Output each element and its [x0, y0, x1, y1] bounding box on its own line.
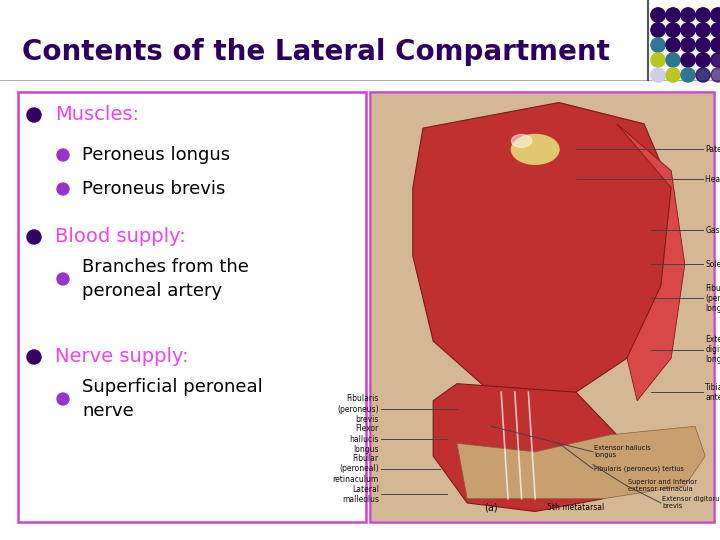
Circle shape	[681, 68, 695, 82]
Circle shape	[696, 38, 710, 52]
Text: Fibularis
(peroneus)
longus: Fibularis (peroneus) longus	[705, 284, 720, 313]
Circle shape	[666, 53, 680, 67]
Text: (a): (a)	[484, 502, 498, 512]
Circle shape	[681, 23, 695, 37]
Circle shape	[651, 23, 665, 37]
Circle shape	[27, 108, 41, 122]
Polygon shape	[413, 103, 671, 392]
Text: Superior and inferior
extensor retinacula: Superior and inferior extensor retinacul…	[628, 480, 697, 492]
Text: Blood supply:: Blood supply:	[55, 227, 186, 246]
Circle shape	[651, 8, 665, 22]
Text: Head of fibula: Head of fibula	[705, 175, 720, 184]
Text: Peroneus brevis: Peroneus brevis	[82, 180, 225, 198]
Circle shape	[696, 23, 710, 37]
Circle shape	[696, 23, 710, 37]
Circle shape	[57, 183, 69, 195]
Circle shape	[666, 38, 680, 52]
Text: Muscles:: Muscles:	[55, 105, 139, 125]
Circle shape	[666, 8, 680, 22]
Circle shape	[651, 38, 665, 52]
Text: Contents of the Lateral Compartment: Contents of the Lateral Compartment	[22, 38, 610, 66]
Circle shape	[681, 38, 695, 52]
Text: Extensor hallucis
longus: Extensor hallucis longus	[594, 446, 651, 458]
Circle shape	[666, 38, 680, 52]
Circle shape	[651, 53, 665, 67]
Text: Extensor
digitorum
longus: Extensor digitorum longus	[705, 335, 720, 365]
Circle shape	[651, 53, 665, 67]
Circle shape	[681, 23, 695, 37]
Circle shape	[711, 23, 720, 37]
Circle shape	[651, 23, 665, 37]
FancyBboxPatch shape	[370, 92, 714, 522]
Ellipse shape	[511, 134, 559, 164]
Circle shape	[681, 8, 695, 22]
Circle shape	[696, 8, 710, 22]
Circle shape	[666, 23, 680, 37]
Circle shape	[711, 68, 720, 82]
Circle shape	[696, 38, 710, 52]
Circle shape	[696, 53, 710, 67]
Text: Tibialis
anterior: Tibialis anterior	[705, 382, 720, 402]
Circle shape	[696, 68, 710, 82]
Circle shape	[711, 38, 720, 52]
Circle shape	[681, 53, 695, 67]
Text: Lateral
malleolus: Lateral malleolus	[342, 485, 379, 504]
Text: Soleus: Soleus	[705, 260, 720, 269]
Circle shape	[666, 23, 680, 37]
Circle shape	[681, 68, 695, 82]
Circle shape	[696, 8, 710, 22]
Circle shape	[681, 8, 695, 22]
Circle shape	[666, 53, 680, 67]
Circle shape	[666, 68, 680, 82]
Polygon shape	[457, 426, 705, 499]
Circle shape	[681, 38, 695, 52]
Circle shape	[711, 68, 720, 82]
Circle shape	[651, 68, 665, 82]
Circle shape	[27, 230, 41, 244]
Text: Gastrocnemius: Gastrocnemius	[705, 226, 720, 235]
Circle shape	[651, 8, 665, 22]
Circle shape	[711, 8, 720, 22]
Text: Superficial peroneal
nerve: Superficial peroneal nerve	[82, 377, 263, 421]
Circle shape	[57, 393, 69, 405]
Circle shape	[696, 53, 710, 67]
Text: Flexor
hallucis
longus: Flexor hallucis longus	[349, 424, 379, 454]
Circle shape	[651, 38, 665, 52]
Circle shape	[711, 53, 720, 67]
Text: Fibularis
(peroneus)
brevis: Fibularis (peroneus) brevis	[337, 394, 379, 424]
Text: Nerve supply:: Nerve supply:	[55, 348, 189, 367]
Bar	[372, 94, 712, 520]
Polygon shape	[617, 124, 685, 401]
Text: 5th metatarsal: 5th metatarsal	[547, 503, 605, 512]
Text: Branches from the
peroneal artery: Branches from the peroneal artery	[82, 258, 249, 300]
Circle shape	[27, 350, 41, 364]
Circle shape	[696, 68, 710, 82]
Polygon shape	[433, 384, 617, 511]
Circle shape	[666, 68, 680, 82]
Circle shape	[711, 8, 720, 22]
Ellipse shape	[511, 134, 532, 147]
Circle shape	[711, 53, 720, 67]
Circle shape	[681, 53, 695, 67]
Circle shape	[651, 68, 665, 82]
Text: Extensor digitorum
brevis: Extensor digitorum brevis	[662, 496, 720, 509]
FancyBboxPatch shape	[18, 92, 366, 522]
Text: Patella: Patella	[705, 145, 720, 154]
Circle shape	[666, 8, 680, 22]
Circle shape	[711, 38, 720, 52]
Circle shape	[57, 149, 69, 161]
Text: Fibular
(peroneal)
retinaculum: Fibular (peroneal) retinaculum	[333, 454, 379, 484]
Circle shape	[711, 23, 720, 37]
Text: Fibularis (peroneus) tertius: Fibularis (peroneus) tertius	[594, 465, 684, 472]
Circle shape	[57, 273, 69, 285]
Text: Peroneus longus: Peroneus longus	[82, 146, 230, 164]
